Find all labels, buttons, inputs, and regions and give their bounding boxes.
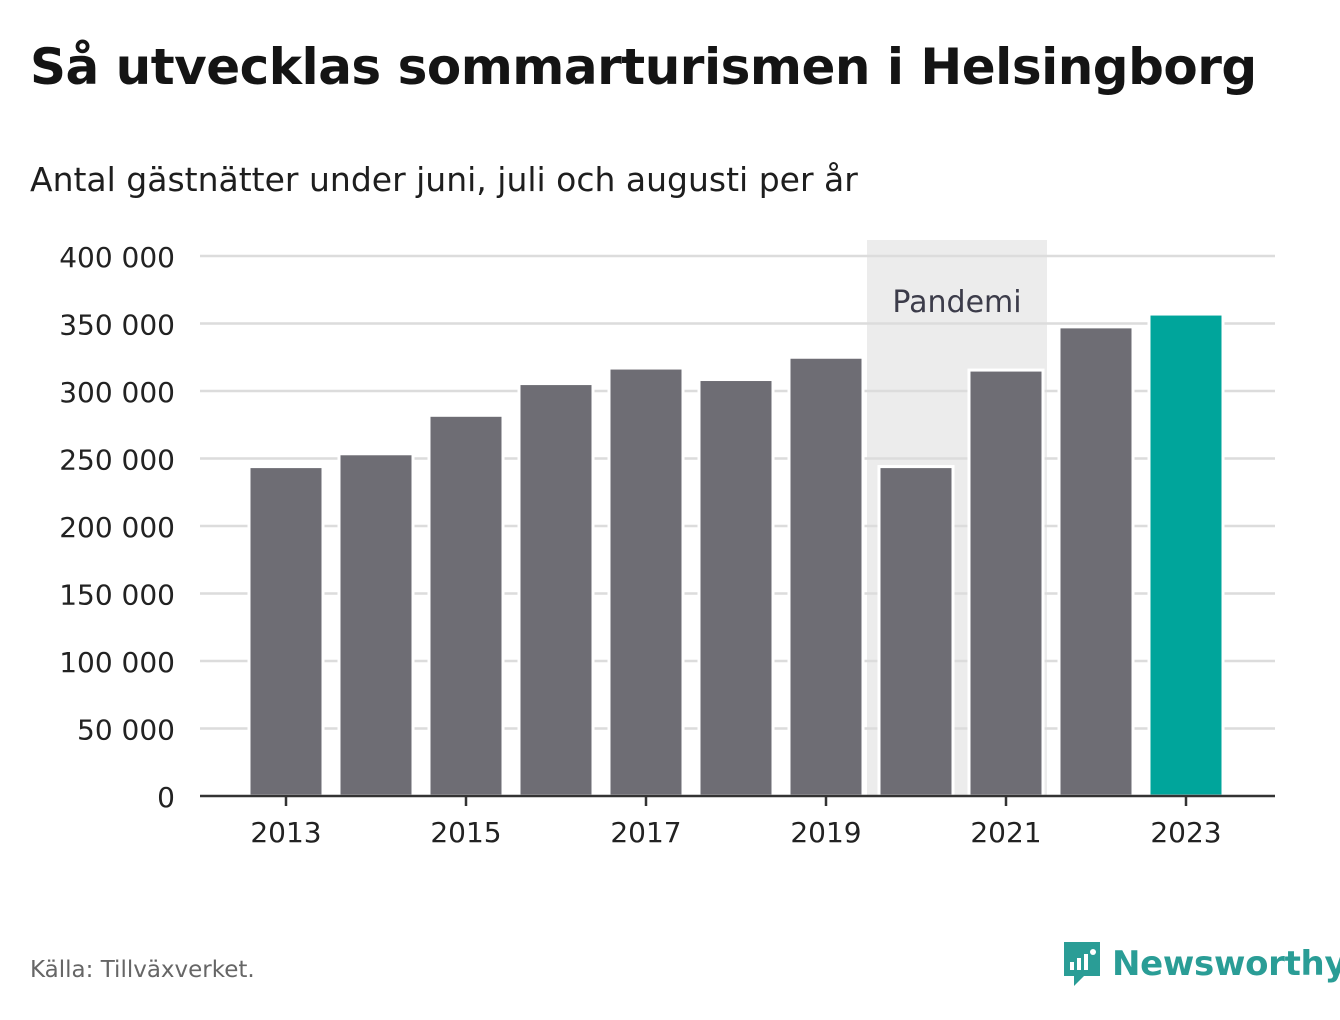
x-tick-label: 2017 [610,816,681,849]
bar-2017 [607,366,685,798]
y-tick-label: 250 000 [59,444,175,477]
y-tick-label: 100 000 [59,646,175,679]
y-tick-label: 350 000 [59,309,175,342]
bar-2016 [517,382,595,798]
newsworthy-logo-icon [1064,942,1100,986]
bar-2021 [967,368,1045,798]
x-tick-label: 2021 [970,816,1041,849]
y-tick-label: 50 000 [77,714,175,747]
chart-title: Så utvecklas sommarturismen i Helsingbor… [30,38,1257,96]
chart-subtitle: Antal gästnätter under juni, juli och au… [30,160,858,199]
brand-name: Newsworthy [1112,944,1340,984]
bar-2015 [427,413,505,798]
bar-2019 [787,355,865,798]
bar-2018 [697,378,775,798]
y-tick-label: 300 000 [59,376,175,409]
y-tick-label: 400 000 [59,241,175,274]
bar-2023 [1147,312,1225,798]
x-tick-label: 2023 [1150,816,1221,849]
newsworthy-logo: Newsworthy [1062,940,1340,988]
x-tick-label: 2019 [790,816,861,849]
pandemic-label: Pandemi [892,285,1021,320]
bar-2013 [247,465,325,798]
bar-2022 [1057,325,1135,798]
bar-2014 [337,452,415,798]
x-tick-label: 2015 [430,816,501,849]
y-tick-label: 0 [157,781,175,814]
y-tick-label: 150 000 [59,579,175,612]
bar-2020 [877,465,955,798]
source-note: Källa: Tillväxverket. [30,957,255,983]
x-tick-label: 2013 [250,816,321,849]
y-tick-label: 200 000 [59,511,175,544]
